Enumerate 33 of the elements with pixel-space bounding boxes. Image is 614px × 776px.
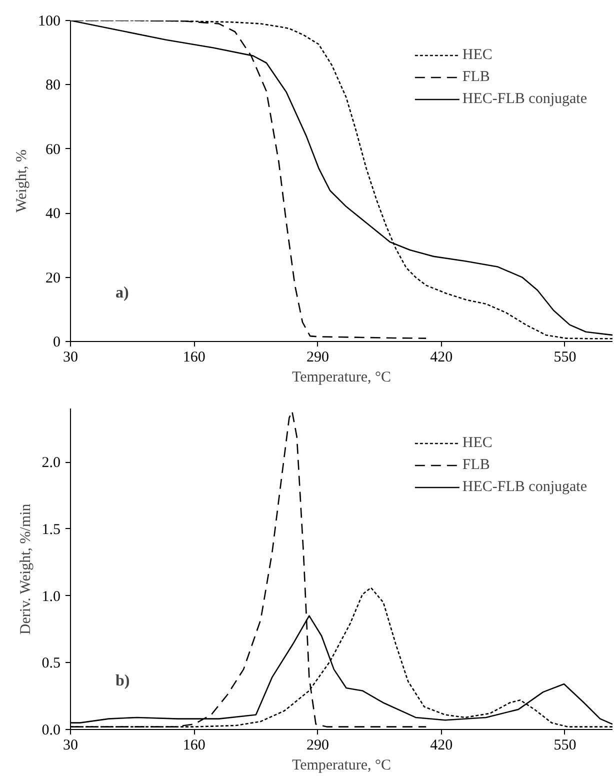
legend-label: HEC-FLB conjugate bbox=[462, 90, 587, 108]
legend-label: HEC-FLB conjugate bbox=[462, 478, 587, 496]
y-axis-title: Deriv. Weight, %/min bbox=[18, 503, 34, 635]
legend-label: FLB bbox=[462, 456, 490, 474]
y-tick-label: 0 bbox=[53, 334, 60, 350]
y-tick-label: 100 bbox=[38, 14, 60, 30]
y-tick-label: 1.0 bbox=[42, 588, 60, 605]
x-tick-label: 290 bbox=[306, 738, 329, 754]
x-tick-label: 30 bbox=[63, 738, 78, 754]
legend-label: FLB bbox=[462, 68, 490, 86]
y-tick-label: 1.5 bbox=[42, 522, 60, 538]
x-tick-label: 550 bbox=[554, 738, 576, 754]
legend-label: HEC bbox=[462, 434, 492, 452]
x-tick-label: 160 bbox=[182, 350, 206, 366]
annotation: a) bbox=[116, 284, 129, 302]
x-tick-label: 550 bbox=[554, 350, 576, 366]
y-tick-label: 20 bbox=[46, 270, 60, 286]
x-tick-label: 420 bbox=[430, 738, 453, 754]
y-axis-title: Weight, % bbox=[14, 150, 30, 212]
y-tick-label: 0.0 bbox=[42, 722, 60, 738]
y-tick-label: 40 bbox=[46, 206, 60, 222]
y-tick-label: 80 bbox=[46, 78, 60, 94]
legend-label: HEC bbox=[462, 46, 492, 64]
x-axis-title: Temperature, °C bbox=[292, 370, 392, 386]
x-tick-label: 30 bbox=[63, 350, 78, 366]
y-tick-label: 0.5 bbox=[42, 656, 60, 672]
x-axis-title: Temperature, °C bbox=[292, 758, 392, 774]
annotation: b) bbox=[116, 672, 130, 690]
x-tick-label: 290 bbox=[306, 350, 329, 366]
x-tick-label: 160 bbox=[182, 738, 206, 754]
y-tick-label: 2.0 bbox=[42, 455, 60, 471]
x-tick-label: 420 bbox=[430, 350, 453, 366]
y-tick-label: 60 bbox=[46, 142, 60, 158]
